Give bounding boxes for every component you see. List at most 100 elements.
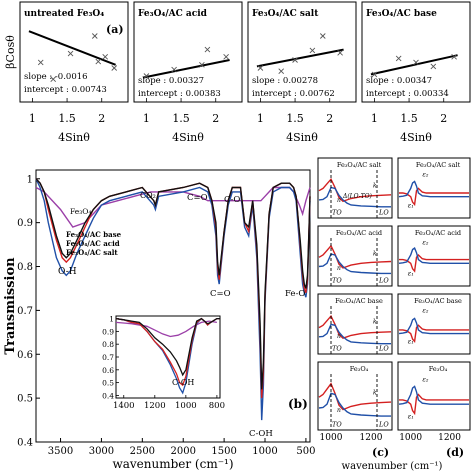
data-point xyxy=(37,59,44,66)
main-xlabel: wavenumber (cm⁻¹) xyxy=(112,457,233,471)
panel-frame xyxy=(19,1,129,103)
legend-base: Fe₃O₄/AC base xyxy=(66,230,122,239)
inset-x-tick-label: 1400 xyxy=(113,401,135,411)
x-tick-label: 1.5 xyxy=(400,112,418,125)
data-point xyxy=(292,57,298,63)
annot-oh: O-H xyxy=(58,267,77,277)
dielectric-label: ε₁ xyxy=(408,338,414,346)
slope-text: slope : 0.00278 xyxy=(252,76,318,86)
optical-label: LO xyxy=(378,277,389,285)
optical-label: LO xyxy=(378,420,389,428)
optical-label: n xyxy=(337,407,341,414)
optical-label: k xyxy=(373,250,377,257)
data-point xyxy=(278,68,285,75)
dielectric-subpanel-title: Fe₃O₄/AC acid xyxy=(415,229,461,237)
data-point xyxy=(171,66,177,73)
top-xlabel-2: 4Sinθ xyxy=(172,131,204,144)
data-point xyxy=(309,47,316,54)
x-tick-label: 1000 xyxy=(320,433,343,443)
dielectric-series-line xyxy=(398,317,469,335)
main-ylabel: Transmission xyxy=(3,257,18,355)
y-tick-label: 0.4 xyxy=(17,438,33,449)
top-xlabel-4: 4Sinθ xyxy=(400,131,432,144)
dielectric-label: ε₂ xyxy=(422,306,428,314)
top-ylabel: βCosθ xyxy=(4,35,17,69)
inset-frame xyxy=(115,315,221,399)
x-tick-label: 1.5 xyxy=(58,112,76,125)
optical-label: TO xyxy=(332,420,342,428)
optical-label: LO xyxy=(378,345,389,353)
dielectric-series-line xyxy=(399,187,469,207)
dielectric-series-line xyxy=(399,253,469,273)
slope-text: slope : 0.00347 xyxy=(366,76,432,86)
dielectric-subpanel-frame xyxy=(397,361,471,431)
data-point xyxy=(143,73,150,79)
data-point xyxy=(199,61,205,68)
optical-series-line xyxy=(318,186,391,208)
optical-subpanel-frame xyxy=(317,361,393,431)
x-tick-label: 2 xyxy=(326,112,333,125)
x-tick-label: 1 xyxy=(371,112,378,125)
optical-label: TO xyxy=(332,209,342,217)
dielectric-subpanel-frame xyxy=(397,225,471,287)
wh-panel-untreated: untreated Fe₃O₄ (a) slope : -0.0016 inte… xyxy=(19,1,129,103)
data-point xyxy=(337,49,343,56)
legend-untreated: Fe₃O₄ xyxy=(70,207,91,216)
inset-y-tick-label: 0.7 xyxy=(102,353,114,362)
top-xlabel-1: 4Sinθ xyxy=(58,131,90,144)
panel-title: untreated Fe₃O₄ xyxy=(24,9,104,19)
data-point xyxy=(395,55,402,62)
dielectric-label: ε₂ xyxy=(422,170,428,178)
optical-subpanel-title: Fe₃O₄/AC acid xyxy=(336,229,382,237)
intercept-text: intercept : 0.00383 xyxy=(138,89,221,99)
inset-x-tick-label: 800 xyxy=(209,401,225,411)
panel-title: Fe₃O₄/AC salt xyxy=(252,9,319,19)
wh-panel-base: Fe₃O₄/AC base slope : 0.00347 intercept … xyxy=(361,1,471,103)
data-point xyxy=(91,33,98,39)
optical-subpanel-title: Fe₃O₄/AC salt xyxy=(337,161,382,169)
fit-line xyxy=(142,59,230,79)
optical-label: TO xyxy=(332,277,342,285)
optical-label: TO xyxy=(332,345,342,353)
dielectric-subpanel-frame xyxy=(397,157,471,219)
fit-line xyxy=(256,48,344,68)
optical-label: Δ(LO-TO) xyxy=(342,193,373,200)
inset-series-line xyxy=(115,317,220,377)
panel-label-c: (c) xyxy=(372,446,389,459)
annot-c-eq-o: C=O xyxy=(210,289,231,299)
x-tick-label: 1000 xyxy=(399,433,422,443)
x-tick-label: 3500 xyxy=(48,446,73,457)
intercept-text: intercept : 0.00334 xyxy=(366,89,449,99)
data-point xyxy=(451,53,457,60)
data-point xyxy=(371,71,378,78)
series-line xyxy=(35,178,311,390)
inset-y-tick-label: 0.9 xyxy=(102,327,114,336)
x-tick-label: 1 xyxy=(29,112,36,125)
fit-line xyxy=(370,54,458,76)
optical-series-line xyxy=(318,244,392,269)
optical-label: n xyxy=(337,197,341,204)
dielectric-label: ε₂ xyxy=(422,376,428,384)
y-tick-label: 0.7 xyxy=(17,306,33,317)
inset-y-tick-label: 1 xyxy=(109,315,114,324)
x-tick-label: 1 xyxy=(257,112,264,125)
dielectric-label: ε₁ xyxy=(408,412,414,420)
optical-series-line xyxy=(318,392,391,417)
optical-subpanel-frame xyxy=(317,225,393,287)
panel-label-b: (b) xyxy=(288,397,308,411)
top-x-ticks: 1 1.5 2 1 1.5 2 1 1.5 2 1 1.5 2 xyxy=(29,98,447,125)
dielectric-series-line xyxy=(399,324,469,344)
inset-x-tick-label: 1000 xyxy=(175,401,197,411)
optical-subpanel-frame xyxy=(317,157,393,219)
y-tick-label: 1 xyxy=(27,174,33,185)
dielectric-label: ε₁ xyxy=(408,202,414,210)
dielectric-subpanel-frame xyxy=(397,293,471,355)
inset-x-tick-label: 1200 xyxy=(144,401,166,411)
panel-frame xyxy=(361,1,471,103)
panel-title: Fe₃O₄/AC base xyxy=(366,9,437,19)
panel-frame xyxy=(247,1,357,103)
inset-y-tick-label: 0.6 xyxy=(102,366,114,375)
intercept-text: intercept : 0.00743 xyxy=(24,85,107,95)
optical-subpanel-title: Fe₃O₄ xyxy=(350,365,369,373)
optical-series-line xyxy=(318,323,391,345)
